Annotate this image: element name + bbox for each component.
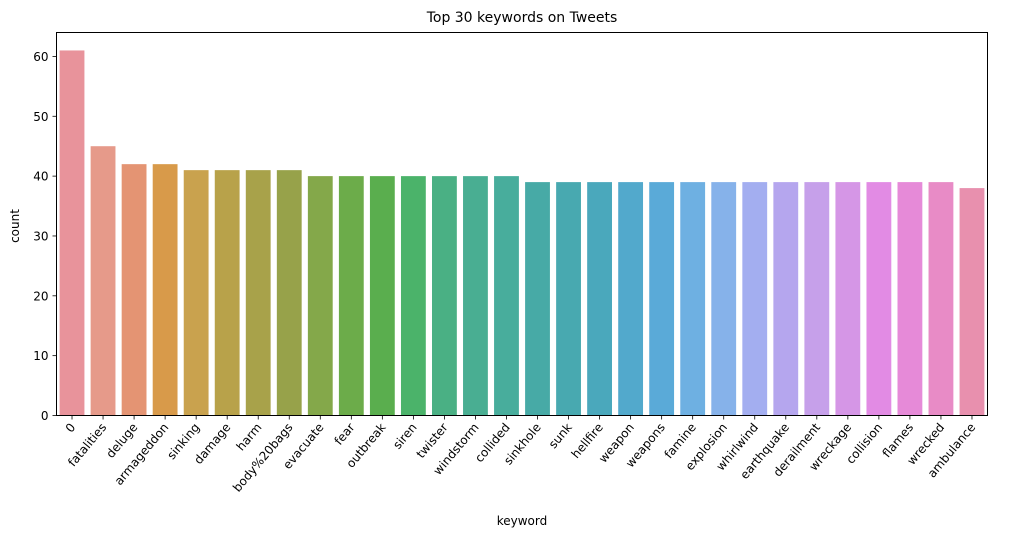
bar-5 bbox=[214, 170, 240, 416]
bar-2 bbox=[121, 164, 147, 416]
x-tick-label-6: harm bbox=[234, 420, 265, 453]
bar-24 bbox=[804, 182, 830, 416]
y-tick-label-0: 0 bbox=[41, 409, 49, 423]
y-tick-label-3: 30 bbox=[33, 229, 48, 243]
bar-4 bbox=[183, 170, 209, 416]
bar-22 bbox=[742, 182, 768, 416]
bar-28 bbox=[928, 182, 954, 416]
bar-20 bbox=[680, 182, 706, 416]
y-tick-label-2: 20 bbox=[33, 289, 48, 303]
bar-0 bbox=[59, 50, 85, 416]
chart-title: Top 30 keywords on Tweets bbox=[426, 10, 618, 26]
y-tick-label-5: 50 bbox=[33, 110, 48, 124]
bar-29 bbox=[959, 188, 985, 416]
y-tick-label-1: 10 bbox=[33, 349, 48, 363]
bar-8 bbox=[307, 176, 333, 416]
bar-10 bbox=[369, 176, 395, 416]
bar-19 bbox=[649, 182, 675, 416]
bar-17 bbox=[587, 182, 612, 416]
bar-7 bbox=[276, 170, 302, 416]
y-axis: 0 10 20 30 40 50 60 bbox=[33, 50, 57, 423]
y-tick-label-6: 60 bbox=[33, 50, 48, 64]
bar-26 bbox=[866, 182, 892, 416]
y-axis-title: count bbox=[8, 209, 22, 243]
x-tick-label-16: sunk bbox=[546, 420, 575, 451]
bar-9 bbox=[338, 176, 364, 416]
x-tick-label-9: fear bbox=[332, 420, 358, 447]
plot-frame bbox=[56, 32, 988, 416]
x-axis-title: keyword bbox=[497, 514, 548, 528]
bars-group bbox=[59, 50, 985, 416]
bar-21 bbox=[711, 182, 737, 416]
bar-12 bbox=[432, 176, 457, 416]
bar-16 bbox=[556, 182, 581, 416]
x-tick-label-11: siren bbox=[390, 420, 420, 451]
bar-1 bbox=[90, 146, 116, 416]
bar-23 bbox=[773, 182, 799, 416]
bar-6 bbox=[245, 170, 271, 416]
y-tick-label-4: 40 bbox=[33, 170, 48, 184]
bar-27 bbox=[897, 182, 923, 416]
bar-18 bbox=[618, 182, 644, 416]
bar-13 bbox=[463, 176, 488, 416]
bar-11 bbox=[400, 176, 426, 416]
x-axis: 0fatalitiesdelugearmageddonsinkingdamage… bbox=[63, 415, 978, 495]
x-tick-label-0: 0 bbox=[63, 420, 79, 435]
bar-25 bbox=[835, 182, 861, 416]
bar-3 bbox=[152, 164, 178, 416]
bar-14 bbox=[494, 176, 519, 416]
bar-15 bbox=[525, 182, 550, 416]
